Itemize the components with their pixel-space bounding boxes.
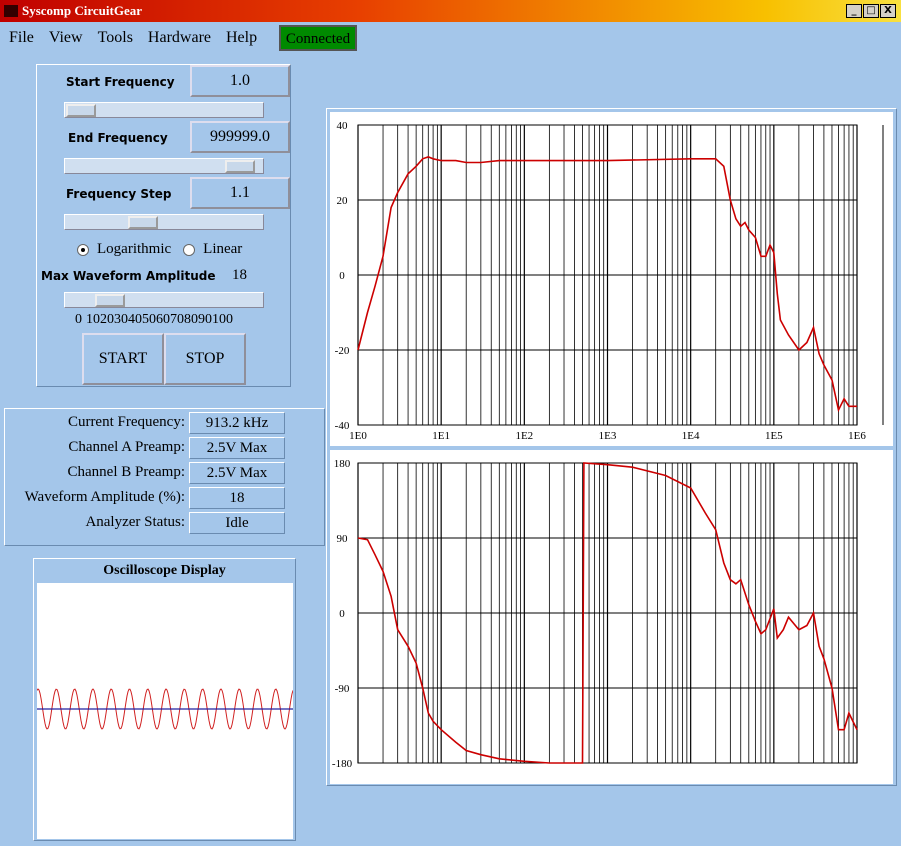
- y-tick-label: -40: [335, 420, 350, 432]
- x-tick-label: 1E3: [599, 430, 617, 442]
- y-tick-label: -180: [332, 758, 353, 770]
- magnitude-plot-bg: [330, 112, 893, 446]
- phase-plot-bg: [330, 450, 893, 784]
- y-tick-label: -90: [335, 683, 350, 695]
- x-tick-label: 1E1: [432, 430, 450, 442]
- y-tick-label: 0: [339, 608, 345, 620]
- x-tick-label: 1E2: [515, 430, 533, 442]
- x-tick-label: 1E5: [765, 430, 783, 442]
- y-tick-label: 0: [339, 270, 345, 282]
- x-tick-label: 1E0: [349, 430, 367, 442]
- y-tick-label: 20: [337, 195, 349, 207]
- y-tick-label: 40: [337, 120, 349, 132]
- y-tick-label: 180: [334, 458, 351, 470]
- x-tick-label: 1E4: [682, 430, 700, 442]
- x-tick-label: 1E6: [848, 430, 866, 442]
- y-tick-label: 90: [337, 533, 349, 545]
- y-tick-label: -20: [335, 345, 350, 357]
